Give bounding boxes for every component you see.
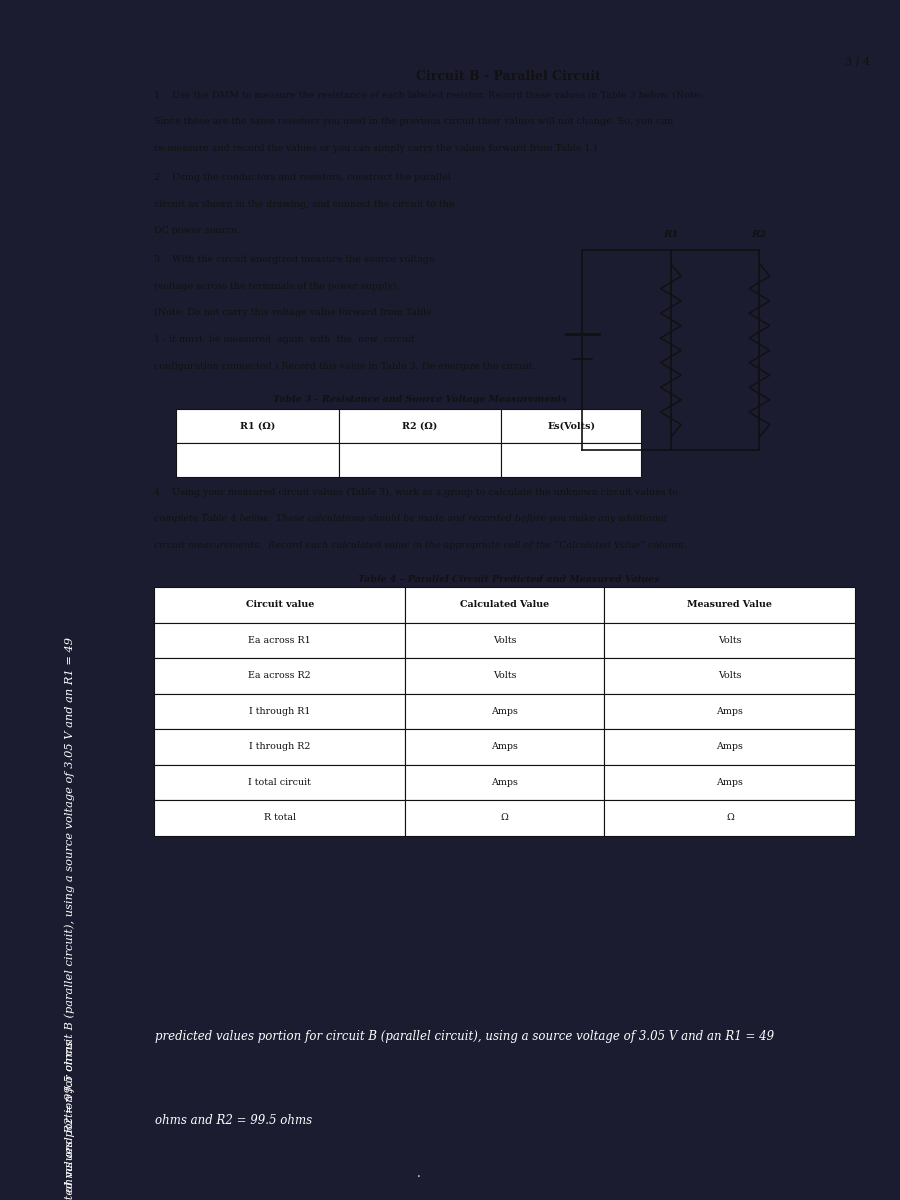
Text: Ea across R1: Ea across R1: [248, 636, 311, 644]
Text: I through R1: I through R1: [249, 707, 310, 716]
Text: circuit measurements.  Record each calculated value in the appropriate cell of t: circuit measurements. Record each calcul…: [154, 541, 687, 550]
Text: R total: R total: [264, 814, 296, 822]
Text: 3 / 4: 3 / 4: [845, 56, 870, 67]
Bar: [154, 658, 405, 694]
Text: Calculated Value: Calculated Value: [460, 600, 549, 610]
Bar: [338, 443, 501, 476]
Text: DC power source.: DC power source.: [154, 227, 240, 235]
Bar: [605, 658, 855, 694]
Bar: [605, 587, 855, 623]
Text: Amps: Amps: [491, 743, 518, 751]
Text: Circuit value: Circuit value: [246, 600, 314, 610]
Text: I through R2: I through R2: [249, 743, 310, 751]
Text: Amps: Amps: [716, 743, 743, 751]
Text: 3.   With the circuit energized measure the source voltage: 3. With the circuit energized measure th…: [154, 254, 435, 264]
Text: Volts: Volts: [493, 636, 517, 644]
Text: I total circuit: I total circuit: [248, 778, 311, 787]
Text: configuration connected.) Record this value in Table 3. De-energize the circuit.: configuration connected.) Record this va…: [154, 361, 536, 371]
Bar: [405, 764, 605, 800]
Bar: [154, 764, 405, 800]
Text: Volts: Volts: [718, 636, 742, 644]
Text: Volts: Volts: [493, 671, 517, 680]
Text: Table 3 - Resistance and Source Voltage Measurements: Table 3 - Resistance and Source Voltage …: [273, 395, 567, 404]
Text: 2.   Using the conductors and resistors, construct the parallel: 2. Using the conductors and resistors, c…: [154, 173, 451, 182]
Text: Table 4 – Parallel Circuit Predicted and Measured Values: Table 4 – Parallel Circuit Predicted and…: [358, 575, 659, 583]
Text: Volts: Volts: [718, 671, 742, 680]
Text: Amps: Amps: [491, 778, 518, 787]
Text: Amps: Amps: [716, 778, 743, 787]
Bar: [154, 587, 405, 623]
Text: Since these are the same resistors you used in the previous circuit their values: Since these are the same resistors you u…: [154, 118, 673, 126]
Bar: [154, 730, 405, 764]
Text: Measured Value: Measured Value: [688, 600, 772, 610]
Text: Ω: Ω: [726, 814, 734, 822]
Bar: [605, 730, 855, 764]
Text: complete Table 4 below.  These calculations should be made and recorded before y: complete Table 4 below. These calculatio…: [154, 515, 667, 523]
Bar: [405, 658, 605, 694]
Text: (Note: Do not carry this voltage value forward from Table: (Note: Do not carry this voltage value f…: [154, 308, 432, 317]
Text: Es(Volts): Es(Volts): [547, 421, 595, 431]
Bar: [501, 409, 642, 443]
Bar: [154, 694, 405, 730]
Text: R1 (Ω): R1 (Ω): [240, 421, 275, 431]
Text: ohms and R2 = 99.5 ohms: ohms and R2 = 99.5 ohms: [155, 1115, 311, 1127]
Text: 1 - it must  be measured  again  with  the  new  circuit: 1 - it must be measured again with the n…: [154, 335, 415, 344]
Text: Amps: Amps: [491, 707, 518, 716]
Bar: [605, 694, 855, 730]
Bar: [405, 730, 605, 764]
Bar: [176, 443, 338, 476]
Text: .: .: [417, 1168, 421, 1180]
Bar: [405, 587, 605, 623]
Text: 1.   Use the DMM to measure the resistance of each labeled resistor. Record thes: 1. Use the DMM to measure the resistance…: [154, 91, 703, 100]
Text: R2 (Ω): R2 (Ω): [402, 421, 437, 431]
Bar: [154, 800, 405, 835]
Text: Circuit B - Parallel Circuit: Circuit B - Parallel Circuit: [416, 70, 601, 83]
Bar: [405, 694, 605, 730]
Bar: [405, 800, 605, 835]
Text: predicted values portion for circuit B (parallel circuit), using a source voltag: predicted values portion for circuit B (…: [65, 636, 75, 1200]
Text: (voltage across the terminals of the power supply).: (voltage across the terminals of the pow…: [154, 282, 400, 290]
Bar: [338, 409, 501, 443]
Text: Amps: Amps: [716, 707, 743, 716]
Text: R2: R2: [752, 230, 767, 239]
Bar: [605, 764, 855, 800]
Text: 4.   Using your measured circuit values (Table 3), work as a group to calculate : 4. Using your measured circuit values (T…: [154, 487, 679, 497]
Bar: [176, 409, 338, 443]
Text: ohms and R2 = 99.5 ohms: ohms and R2 = 99.5 ohms: [65, 1040, 75, 1192]
Bar: [501, 443, 642, 476]
Bar: [605, 623, 855, 658]
Text: circuit as shown in the drawing, and connect the circuit to the: circuit as shown in the drawing, and con…: [154, 200, 454, 209]
Text: Ω: Ω: [501, 814, 508, 822]
Bar: [605, 800, 855, 835]
Bar: [405, 623, 605, 658]
Text: Ea across R2: Ea across R2: [248, 671, 311, 680]
Text: predicted values portion for circuit B (parallel circuit), using a source voltag: predicted values portion for circuit B (…: [155, 1030, 774, 1043]
Text: R1: R1: [663, 230, 679, 239]
Text: re-measure and record the values or you can simply carry the values forward from: re-measure and record the values or you …: [154, 144, 598, 154]
Bar: [154, 623, 405, 658]
